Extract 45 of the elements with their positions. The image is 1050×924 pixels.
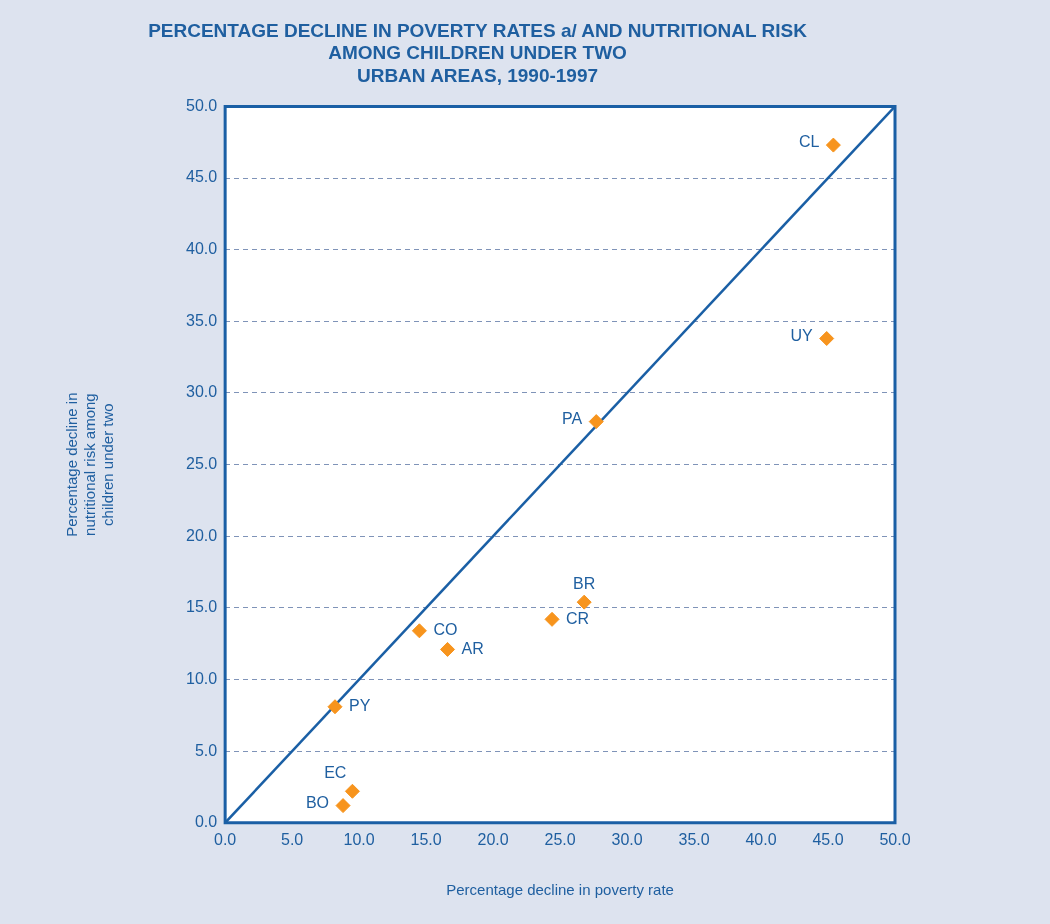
point	[819, 331, 835, 347]
annotation: BO	[305, 794, 330, 812]
annotation: CO	[433, 621, 458, 639]
y-tick-label: 50.0	[186, 96, 218, 114]
y-tick-label: 5.0	[194, 741, 218, 759]
y-tick-label: 30.0	[186, 383, 218, 401]
point	[825, 137, 841, 153]
point	[588, 414, 604, 430]
chart-title: PERCENTAGE DECLINE IN POVERTY RATES a/ AND NUTRITIONAL RISK AMONG CHILDREN UNDER TWO URBAN AREAS, 1990-1997	[148, 19, 808, 87]
y-tick-label: 35.0	[186, 311, 218, 329]
x-tick-label: 45.0	[812, 830, 844, 848]
y-tick-label: 40.0	[186, 240, 218, 258]
x-axis-title: Percentage decline in poverty rate	[446, 881, 674, 899]
annotation: CR	[566, 609, 590, 627]
annotation: PY	[349, 697, 371, 715]
y-tick-label: 25.0	[186, 455, 218, 473]
x-tick-label: 35.0	[678, 830, 710, 848]
point	[440, 641, 456, 657]
annotation: UY	[790, 326, 813, 344]
point	[335, 798, 351, 814]
y-tick-label: 10.0	[186, 669, 218, 687]
x-tick-label: 0.0	[214, 830, 237, 848]
y-axis-title: Percentage decline in nutritional risk among children under two	[63, 392, 117, 537]
x-tick-label: 15.0	[410, 830, 442, 848]
annotation: BR	[573, 574, 596, 592]
point	[411, 623, 427, 639]
point	[576, 594, 592, 610]
x-tick-label: 25.0	[544, 830, 576, 848]
annotation: CL	[798, 133, 820, 151]
y-tick-label: 45.0	[186, 168, 218, 186]
y-tick-label: 0.0	[194, 813, 218, 831]
annotation: EC	[324, 763, 347, 781]
annotation: AR	[461, 639, 484, 657]
point	[327, 699, 343, 715]
x-tick-label: 20.0	[477, 830, 509, 848]
x-tick-label: 50.0	[879, 830, 911, 848]
x-tick-label: 40.0	[745, 830, 777, 848]
y-tick-label: 15.0	[186, 598, 218, 616]
x-tick-label: 10.0	[343, 830, 375, 848]
annotation: PA	[562, 410, 583, 428]
point	[344, 783, 360, 799]
x-tick-label: 5.0	[281, 830, 304, 848]
y-tick-label: 20.0	[186, 526, 218, 544]
point	[544, 611, 560, 627]
x-tick-label: 30.0	[611, 830, 643, 848]
